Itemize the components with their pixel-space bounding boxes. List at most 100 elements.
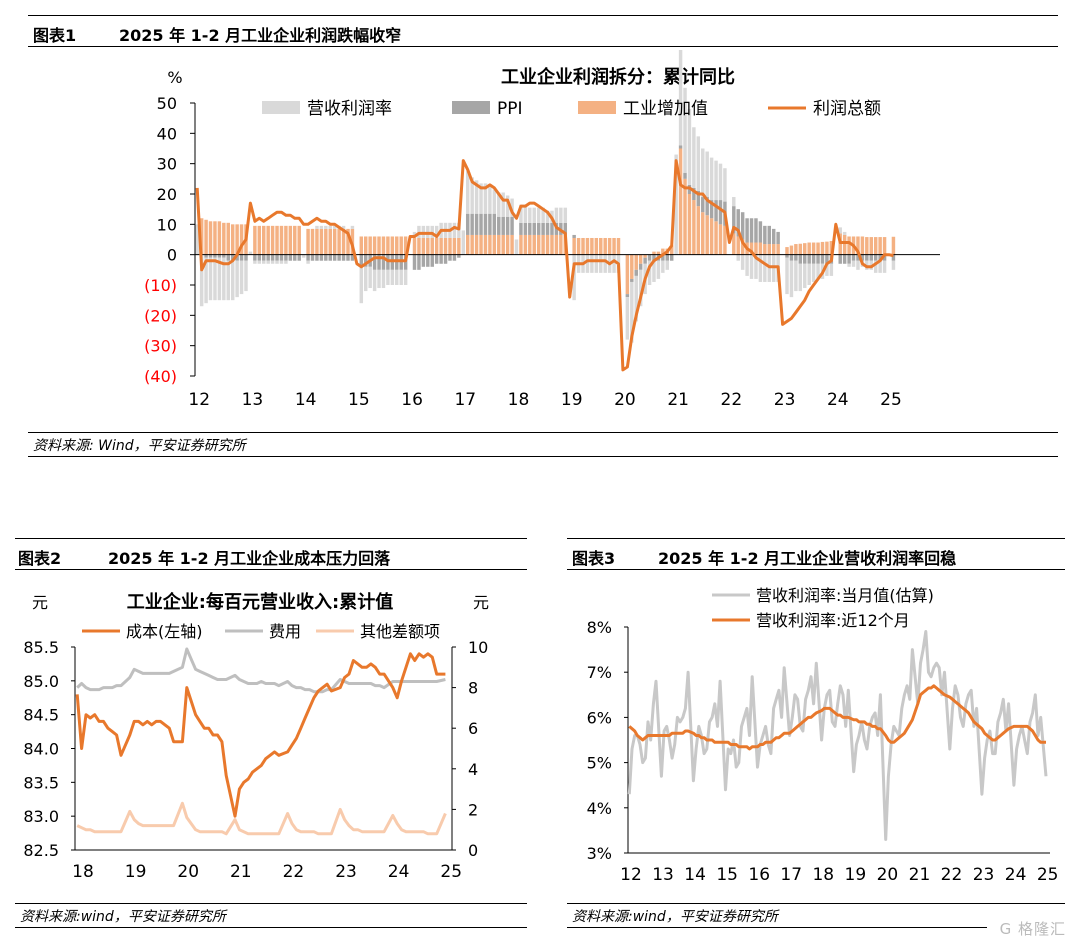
chart1-bar-margin bbox=[811, 263, 816, 282]
chart1-bar-ppi bbox=[483, 213, 488, 235]
chart1-bar-industrial-va bbox=[439, 237, 443, 255]
chart1-bar-industrial-va bbox=[767, 244, 772, 255]
chart1-bar-ppi bbox=[714, 200, 718, 222]
chart2-left-tick-label: 83.0 bbox=[23, 807, 59, 826]
chart1-bar-ppi bbox=[754, 218, 758, 243]
fig1-source-rule bbox=[28, 456, 1058, 457]
chart2-line-other bbox=[76, 801, 447, 836]
chart1-bar-ppi bbox=[860, 254, 865, 261]
chart1-bar-ppi bbox=[359, 254, 364, 267]
chart1-bar-ppi bbox=[767, 225, 772, 245]
chart1-bar-ppi bbox=[457, 254, 461, 258]
chart1-bar-margin bbox=[514, 239, 519, 255]
chart1-bar-margin bbox=[222, 257, 226, 301]
chart1-bar-margin bbox=[501, 192, 505, 217]
chart1-y-tick-label: 40 bbox=[157, 124, 177, 143]
chart1-bar-ppi bbox=[213, 254, 217, 258]
chart1-bar-industrial-va bbox=[714, 221, 718, 255]
chart1-bar-industrial-va bbox=[758, 242, 763, 255]
chart1-bar-margin bbox=[341, 225, 346, 229]
chart1-y-tick-label: 20 bbox=[157, 185, 177, 204]
chart2-right-tick-label: 8 bbox=[468, 679, 478, 698]
chart1-bar-margin bbox=[470, 177, 474, 214]
chart2-right-tick-label: 4 bbox=[468, 760, 478, 779]
chart1-bar-ppi bbox=[678, 145, 683, 149]
chart1-bar-margin bbox=[479, 183, 483, 214]
chart1-bar-margin bbox=[745, 254, 749, 276]
chart1-bar-ppi bbox=[816, 254, 820, 264]
chart1-bar-margin bbox=[381, 269, 386, 289]
chart1-bar-industrial-va bbox=[585, 237, 590, 255]
chart1-bar-industrial-va bbox=[368, 236, 372, 255]
chart1-bar-margin bbox=[372, 269, 377, 292]
chart1-bar-margin bbox=[763, 254, 767, 282]
chart1-bar-industrial-va bbox=[483, 234, 488, 255]
chart1-bar-ppi bbox=[523, 222, 528, 235]
chart1-bar-margin bbox=[594, 254, 599, 273]
chart1-bar-industrial-va bbox=[505, 234, 510, 255]
fig2-top-rule bbox=[15, 538, 527, 539]
chart1-bar-ppi bbox=[208, 254, 213, 258]
fig3-label: 图表3 bbox=[572, 549, 616, 568]
chart1-bar-ppi bbox=[386, 254, 390, 270]
chart1-bar-industrial-va bbox=[732, 233, 736, 255]
chart1-bar-margin bbox=[638, 269, 643, 307]
chart1-bar-industrial-va bbox=[430, 237, 434, 255]
chart1-bar-margin bbox=[554, 207, 559, 223]
fig1-bottom-rule bbox=[28, 432, 1058, 433]
chart1-bar-industrial-va bbox=[811, 242, 816, 255]
chart1-bar-margin bbox=[656, 260, 661, 279]
chart3-y-tick-label: 4% bbox=[587, 799, 612, 818]
chart1-x-tick-label: 23 bbox=[774, 390, 796, 410]
fig3-title-rule bbox=[567, 569, 1065, 570]
chart1-bar-industrial-va bbox=[785, 247, 789, 255]
chart1-bar-ppi bbox=[372, 254, 377, 270]
chart1-bar-margin bbox=[882, 260, 887, 273]
chart1-bar-margin bbox=[474, 180, 479, 214]
fig3-source: 资料来源:wind，平安证券研究所 bbox=[572, 909, 778, 925]
chart1-bar-ppi bbox=[745, 218, 749, 243]
chart1-bar-ppi bbox=[842, 254, 847, 264]
chart1-bar-margin bbox=[612, 254, 616, 273]
chart1-bar-industrial-va bbox=[590, 237, 594, 255]
chart1-bar-margin bbox=[816, 263, 820, 279]
chart1-bar-ppi bbox=[448, 254, 452, 261]
chart1-bar-ppi bbox=[789, 254, 794, 261]
chart1-bar-ppi bbox=[705, 197, 709, 216]
chart1-bar-margin bbox=[204, 257, 208, 304]
chart1-bar-margin bbox=[798, 263, 803, 292]
chart1-x-tick-label: 24 bbox=[827, 390, 849, 410]
chart1-bar-industrial-va bbox=[754, 242, 758, 255]
chart1-bar-industrial-va bbox=[576, 237, 581, 255]
chart1-bar-margin bbox=[794, 260, 798, 292]
fig2-source-rule bbox=[15, 927, 527, 928]
chart1-bar-industrial-va bbox=[607, 237, 612, 255]
chart1-bar-industrial-va bbox=[253, 225, 257, 255]
chart1-bar-industrial-va bbox=[412, 237, 417, 255]
chart1-bar-ppi bbox=[315, 254, 319, 261]
chart1-bar-ppi bbox=[279, 254, 284, 261]
chart3-y-tick-label: 5% bbox=[587, 754, 612, 773]
chart1-bar-ppi bbox=[284, 254, 288, 261]
chart1-bar-margin bbox=[807, 263, 811, 285]
chart3-x-tick-label: 20 bbox=[877, 865, 899, 885]
fig1-source: 资料来源: Wind，平安证券研究所 bbox=[33, 438, 246, 454]
chart1-bar-ppi bbox=[492, 213, 497, 235]
chart1-bar-margin bbox=[718, 163, 723, 201]
chart2-left-tick-label: 85.0 bbox=[23, 672, 59, 691]
chart1-bar-margin bbox=[505, 195, 510, 217]
chart3-y-tick-label: 7% bbox=[587, 663, 612, 682]
chart1-x-tick-label: 12 bbox=[188, 390, 210, 410]
chart1-bar-industrial-va bbox=[497, 234, 501, 255]
chart1-bar-ppi bbox=[381, 254, 386, 270]
chart1-x-tick-label: 15 bbox=[348, 390, 370, 410]
chart1-bar-margin bbox=[709, 157, 714, 201]
chart1-bar-industrial-va bbox=[718, 224, 723, 255]
chart1-bar-industrial-va bbox=[395, 236, 399, 255]
chart1-bar-ppi bbox=[350, 254, 355, 261]
chart1-bar-ppi bbox=[262, 254, 266, 261]
chart1-bar-margin bbox=[652, 260, 656, 282]
chart1-bar-industrial-va bbox=[603, 237, 607, 255]
chart1-bar-ppi bbox=[878, 254, 882, 261]
chart1-bar-margin bbox=[723, 168, 727, 202]
